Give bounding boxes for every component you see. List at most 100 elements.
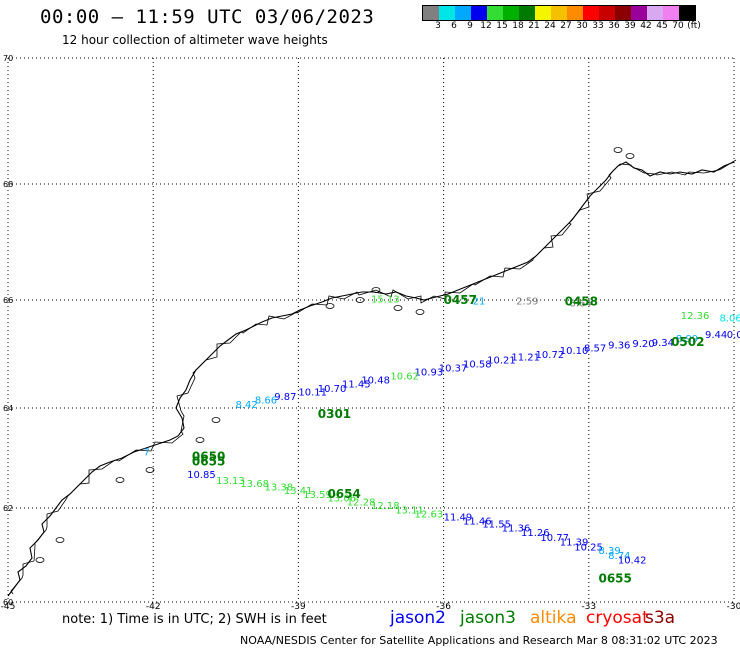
footer-note: note: 1) Time is in UTC; 2) SWH is in fe… (62, 612, 327, 627)
swh-value: 13.13 (216, 476, 245, 487)
colorbar-tick: 70 (672, 21, 684, 31)
colorbar-swatch (439, 6, 455, 20)
colorbar-swatch (599, 6, 615, 20)
swh-value: 8.57 (584, 343, 606, 354)
island-shape (115, 477, 125, 483)
swh-value: 2.59 (516, 296, 538, 307)
lat-label: 64 (3, 404, 13, 413)
island-shape (325, 303, 335, 309)
swh-value: 10.72 (536, 350, 565, 361)
island-shape (371, 287, 381, 293)
colorbar-tick: 6 (451, 21, 457, 31)
swh-value: 11.21 (511, 352, 540, 363)
time-label: 0650 (192, 450, 225, 464)
greenland-coastline (7, 147, 737, 597)
time-label: 0655 (598, 571, 631, 585)
colorbar-swatch (551, 6, 567, 20)
swh-value: 10.58 (463, 360, 492, 371)
swh-value: 12.18 (371, 501, 400, 512)
lon-label: -42 (146, 602, 161, 612)
satellite-legend-altika: altika (530, 608, 577, 628)
swh-value: 9.87 (274, 392, 296, 403)
colorbar (422, 5, 696, 21)
swh-value: 8.66 (255, 396, 277, 407)
time-label: 0654 (327, 487, 360, 501)
island-shape (55, 537, 65, 543)
colorbar-swatch (679, 6, 695, 20)
colorbar-tick: 45 (656, 21, 668, 31)
swh-value: 21 (473, 296, 486, 307)
colorbar-tick: (ft) (687, 21, 701, 31)
swh-value: 11.49 (444, 513, 473, 524)
swh-value: 11.46 (463, 516, 492, 527)
colorbar-swatch (471, 6, 487, 20)
swh-value: 0.0 (727, 330, 740, 341)
swh-value: 13.41 (284, 486, 313, 497)
footer-credit: NOAA/NESDIS Center for Satellite Applica… (240, 634, 718, 647)
colorbar-swatch (487, 6, 503, 20)
colorbar-tick: 18 (512, 21, 524, 31)
swh-value: 11.36 (502, 524, 531, 535)
satellite-legend-jason3: jason3 (460, 608, 516, 628)
colorbar-swatch (647, 6, 663, 20)
colorbar-tick: 33 (592, 21, 604, 31)
swh-value: 8.42 (235, 400, 257, 411)
lat-label: 66 (3, 296, 13, 305)
colorbar-tick: 9 (467, 21, 473, 31)
lat-label: 62 (3, 504, 13, 513)
time-label: 0457 (444, 293, 477, 307)
time-label: 0458 (565, 294, 598, 308)
swh-value: 9.36 (608, 341, 630, 352)
island-shape (625, 153, 635, 159)
colorbar-tick: 42 (640, 21, 652, 31)
colorbar-tick: 39 (624, 21, 636, 31)
swh-value: 10.25 (574, 542, 603, 553)
map-title: 00:00 – 11:59 UTC 03/06/2023 (40, 6, 375, 28)
swh-value: 13.06 (327, 494, 356, 505)
swh-value: 10.85 (187, 470, 216, 481)
swh-value: 9.34 (652, 338, 674, 349)
time-label: 0301 (318, 407, 351, 421)
swh-value: 10.93 (415, 368, 444, 379)
colorbar-swatch (455, 6, 471, 20)
satellite-legend-cryosat: cryosat (586, 608, 649, 628)
swh-value: 10.62 (390, 371, 419, 382)
colorbar-swatch (631, 6, 647, 20)
swh-value: 9.44 (705, 330, 727, 341)
time-label: 0655 (192, 455, 225, 469)
colorbar-tick: 12 (480, 21, 492, 31)
swh-value: 10.70 (318, 384, 347, 395)
time-label: 0502 (671, 335, 704, 349)
island-shape (35, 557, 45, 563)
axis-labels: 70 68 66 64 62 60-45 -42 -39 -36 -33 -30 (1, 54, 740, 612)
colorbar-swatch (535, 6, 551, 20)
swh-value: 9.20 (632, 339, 654, 350)
swh-value: 13.59 (303, 490, 332, 501)
lat-label: 70 (3, 54, 13, 63)
colorbar-tick: 21 (528, 21, 540, 31)
island-shape (415, 309, 425, 315)
swh-value: 8.06 (719, 314, 740, 325)
colorbar-tick: 24 (544, 21, 556, 31)
island-shape (195, 437, 205, 443)
swh-value: 11.39 (560, 538, 589, 549)
grid-lines (7, 57, 735, 603)
island-shape (145, 467, 155, 473)
swh-value: 11.26 (521, 528, 550, 539)
lon-label: -39 (291, 602, 306, 612)
colorbar-swatch (423, 6, 439, 20)
swh-value: 8.64 (569, 298, 591, 309)
swh-value: 7 (144, 448, 150, 459)
island-shape (613, 147, 623, 153)
swh-value: 11.55 (482, 520, 511, 531)
coastline-fjords (10, 159, 737, 595)
swh-value: 8.39 (598, 546, 620, 557)
map-subtitle: 12 hour collection of altimeter wave hei… (62, 33, 328, 47)
colorbar-swatch (519, 6, 535, 20)
swh-value: 13.68 (240, 479, 269, 490)
colorbar-tick: 15 (496, 21, 508, 31)
lon-label: -33 (581, 602, 596, 612)
swh-value: 8.74 (608, 551, 630, 562)
